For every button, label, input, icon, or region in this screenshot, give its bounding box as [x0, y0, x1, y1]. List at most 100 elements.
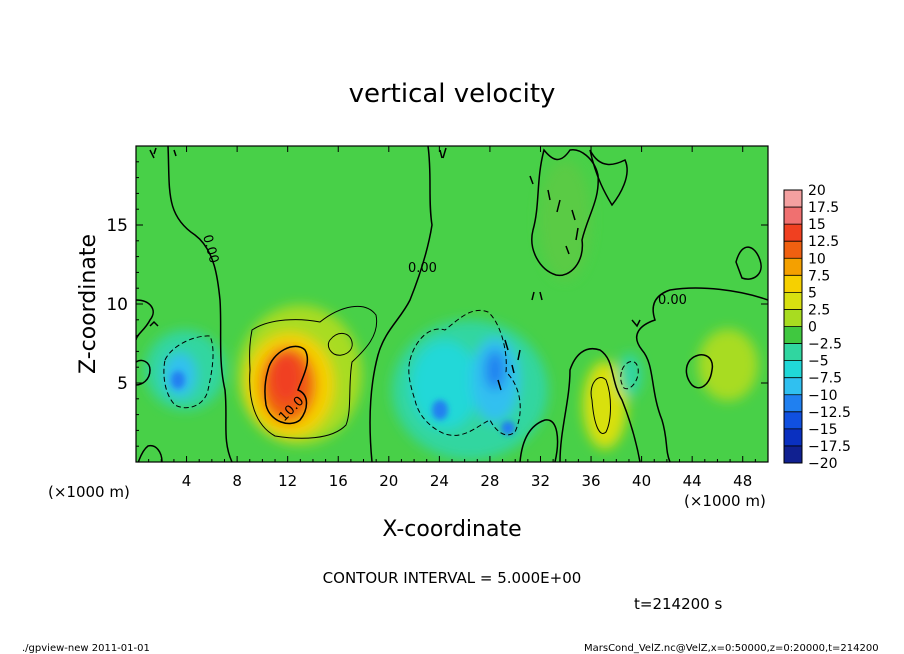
- colorbar-label: 20: [808, 183, 826, 199]
- x-tick-label: 12: [278, 472, 297, 490]
- x-tick-label: 24: [430, 472, 449, 490]
- downwelling-region: [618, 353, 642, 397]
- upwelling-region: [270, 352, 302, 404]
- contour-fragment: [529, 175, 579, 255]
- colorbar-swatch: [784, 309, 802, 327]
- colorbar-swatch: [784, 360, 802, 379]
- colorbar-label: 12.5: [808, 234, 839, 250]
- colorbar-swatch: [784, 326, 802, 345]
- time-label: t=214200 s: [634, 595, 722, 613]
- y-axis: 5 10 15: [106, 161, 768, 447]
- footer-right: MarsCond_VelZ.nc@VelZ,x=0:50000,z=0:2000…: [584, 643, 879, 654]
- x-unit-right: (×1000 m): [684, 492, 766, 510]
- colorbar-swatch: [784, 275, 802, 293]
- contour-interval: CONTOUR INTERVAL = 5.000E+00: [323, 569, 582, 587]
- contour-zero: [559, 348, 641, 462]
- colorbar-label: −12.5: [808, 405, 851, 421]
- downwelling-region: [485, 350, 505, 390]
- colorbar-swatch: [784, 428, 802, 447]
- colorbar-label: 5: [808, 285, 817, 301]
- x-tick-label: 40: [632, 472, 651, 490]
- contour-label: 0.00: [658, 293, 687, 308]
- x-tick-label: 16: [329, 472, 348, 490]
- colorbar-swatch: [784, 394, 802, 413]
- colorbar-label: −15: [808, 422, 838, 438]
- y-tick-label: 15: [106, 216, 128, 236]
- contour-fragment: [439, 147, 447, 159]
- downwelling-region: [411, 341, 479, 429]
- colorbar-label: 10: [808, 251, 826, 267]
- y-axis-label: Z-coordinate: [76, 234, 101, 374]
- downwelling-core: [501, 421, 515, 435]
- footer-left: ./gpview-new 2011-01-01: [22, 643, 150, 654]
- chart-title: vertical velocity: [349, 79, 556, 109]
- colorbar-label: 17.5: [808, 200, 839, 216]
- x-axis: 4 8 12 16 20 24 28 32 36 40 44 48: [148, 146, 756, 490]
- downwelling-core: [171, 371, 185, 389]
- colorbar-swatch: [784, 445, 802, 464]
- x-tick-label: 48: [733, 472, 752, 490]
- colorbar-label: 7.5: [808, 268, 830, 284]
- colorbar-label: −7.5: [808, 371, 842, 387]
- upwelling-region: [698, 329, 758, 401]
- colorbar-swatch: [784, 411, 802, 430]
- contour-label-group: 0.00 0.00 0.00 10.0: [199, 233, 687, 425]
- contour-five: [327, 333, 353, 356]
- colorbar-swatch: [784, 207, 802, 225]
- contour-five-negative: [620, 361, 639, 390]
- y-tick-label: 10: [106, 295, 128, 315]
- contour-zero: [137, 444, 163, 462]
- contour-fragment: [149, 147, 177, 159]
- colorbar-swatch: [784, 292, 802, 310]
- contour-label: 0.00: [408, 261, 437, 276]
- contour-label: 0.00: [199, 233, 221, 265]
- contour-five: [590, 377, 611, 434]
- x-tick-label: 4: [182, 472, 192, 490]
- contour-zero: [136, 359, 151, 386]
- x-tick-label: 20: [379, 472, 398, 490]
- x-tick-label: 28: [480, 472, 499, 490]
- colorbar-label: −2.5: [808, 337, 842, 353]
- shading-detail: [171, 371, 515, 435]
- x-axis-label: X-coordinate: [382, 517, 521, 542]
- contour-zero: [636, 287, 768, 462]
- colorbar-label: 2.5: [808, 302, 830, 318]
- colorbar-swatch: [784, 190, 802, 208]
- colorbar-label: −5: [808, 354, 829, 370]
- contour-five-negative: [163, 335, 214, 409]
- contour-lines: [136, 146, 768, 462]
- colorbar-swatch: [784, 258, 802, 276]
- colorbar-swatch: [784, 224, 802, 242]
- plot-area: 0.00 0.00 0.00 10.0: [136, 146, 768, 462]
- upwelling-region: [539, 160, 591, 280]
- contour-five: [249, 305, 378, 439]
- contour-zero: [531, 148, 599, 277]
- colorbar-swatch: [784, 343, 802, 362]
- downwelling-core: [432, 400, 448, 420]
- colorbar-swatch: [784, 241, 802, 259]
- contour-zero: [519, 419, 559, 462]
- contour-fragments: [149, 147, 641, 391]
- colorbar-label: 0: [808, 320, 817, 336]
- contour-fragment: [149, 319, 641, 328]
- colorbar-label: −10: [808, 388, 838, 404]
- x-unit-left: (×1000 m): [48, 483, 130, 501]
- x-tick-label: 32: [531, 472, 550, 490]
- colorbar-label: −20: [808, 456, 838, 472]
- contour-zero: [685, 354, 714, 389]
- y-tick-label: 5: [117, 374, 128, 394]
- contour-fragment: [531, 291, 543, 301]
- contour-ten: [264, 345, 309, 425]
- contour-zero: [735, 246, 762, 280]
- x-tick-label: 44: [683, 472, 702, 490]
- contour-zero: [589, 149, 628, 207]
- contour-zero: [369, 146, 433, 462]
- colorbar-label: −17.5: [808, 439, 851, 455]
- x-tick-label: 36: [581, 472, 600, 490]
- contour-fragment: [497, 339, 521, 391]
- x-tick-label: 8: [232, 472, 242, 490]
- colorbar-swatch: [784, 377, 802, 396]
- contour-zero: [167, 146, 233, 462]
